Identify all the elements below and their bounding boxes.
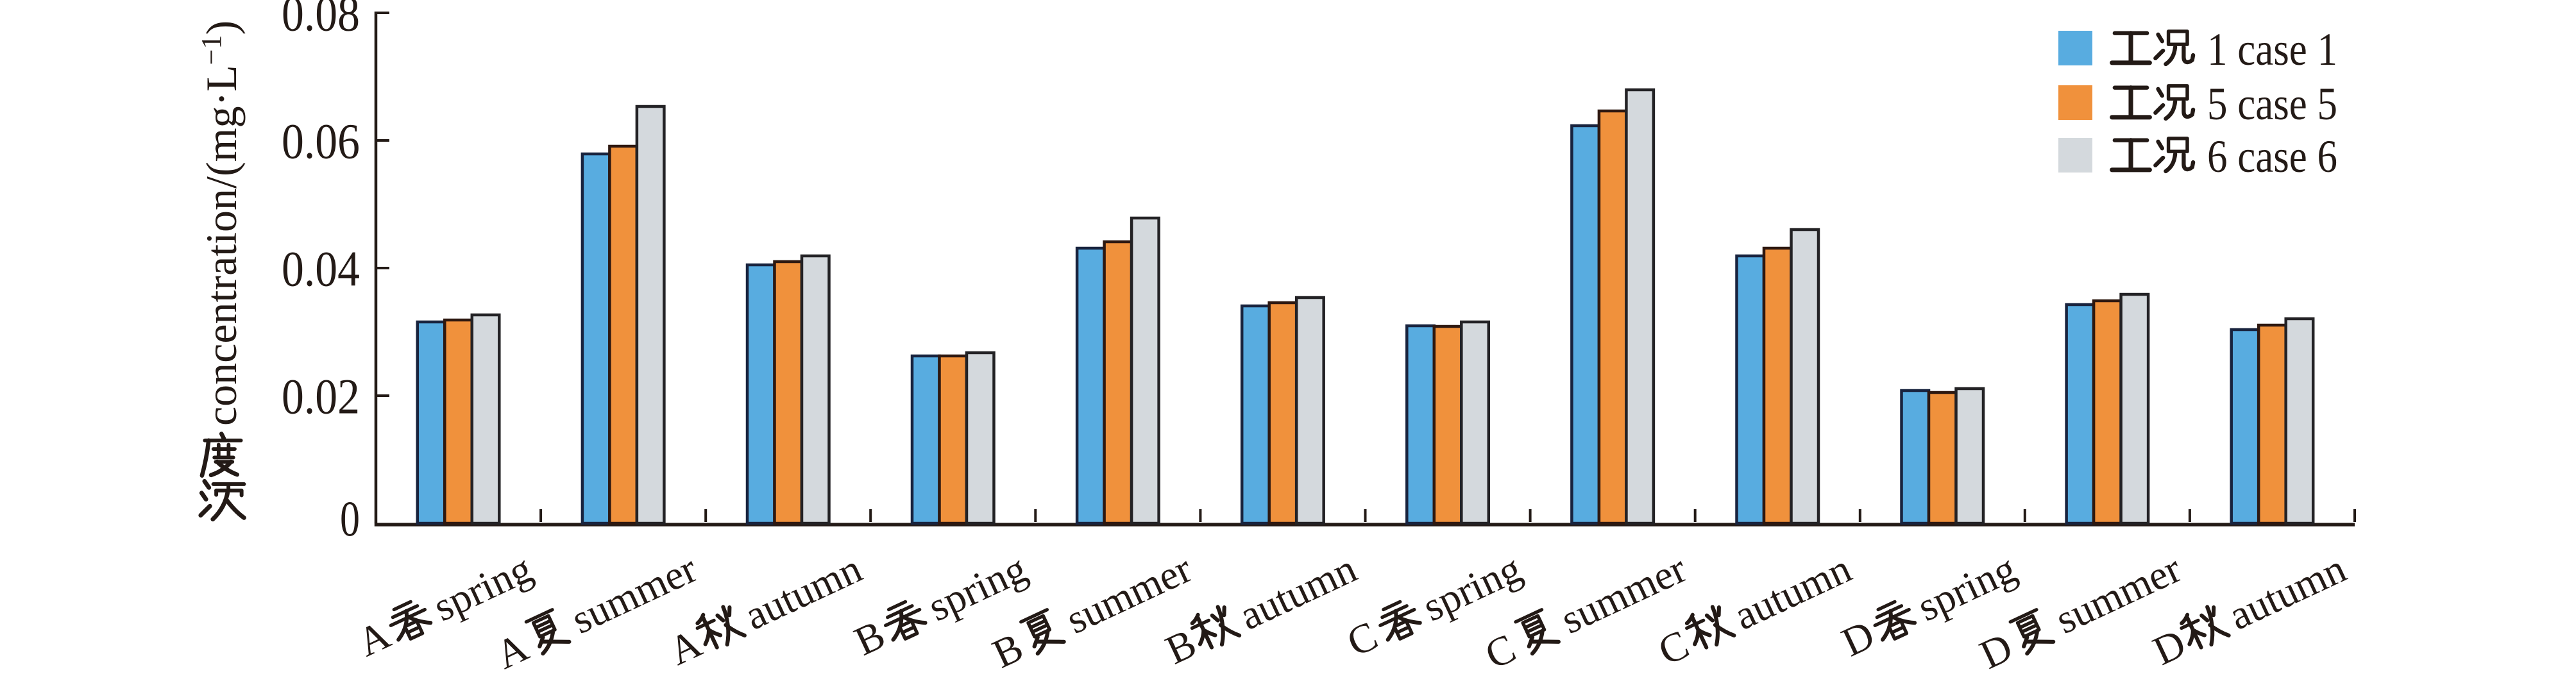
svg-text:0: 0 (340, 491, 360, 546)
svg-text:1 case 1: 1 case 1 (2207, 24, 2337, 75)
svg-text:0.06: 0.06 (282, 114, 360, 169)
svg-text:concentration/(mg·L−1): concentration/(mg·L−1) (196, 21, 246, 426)
svg-text:0.08: 0.08 (282, 0, 360, 42)
svg-text:6 case 6: 6 case 6 (2207, 131, 2337, 182)
svg-text:0.02: 0.02 (282, 369, 360, 425)
svg-text:5 case 5: 5 case 5 (2207, 78, 2337, 130)
svg-text:0.04: 0.04 (282, 241, 360, 297)
